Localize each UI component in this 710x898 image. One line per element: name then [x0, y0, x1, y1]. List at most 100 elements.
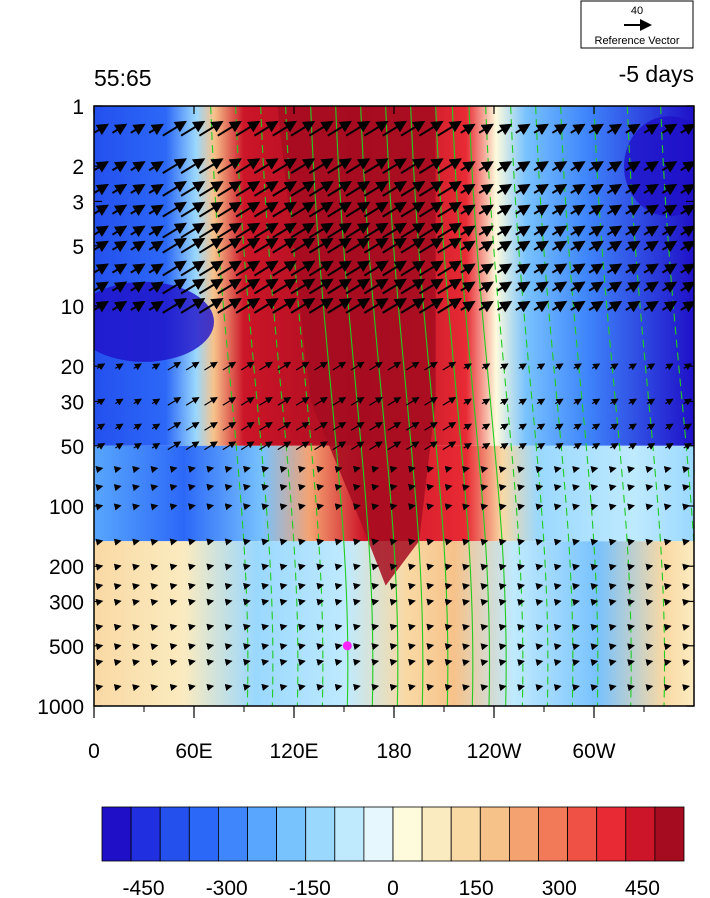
wind-vector [180, 237, 206, 254]
wind-vector [645, 583, 654, 591]
wind-vector [389, 658, 398, 666]
wind-vector [480, 538, 489, 546]
wind-vector [625, 281, 641, 293]
wind-vector [198, 181, 224, 197]
wind-vector [462, 623, 470, 631]
x-tick-label: 60E [175, 740, 212, 763]
wind-vector [327, 158, 352, 174]
wind-vector [627, 538, 635, 546]
wind-vector [426, 683, 435, 691]
wind-vector [148, 263, 164, 275]
wind-vector [382, 158, 407, 174]
wind-vector [570, 281, 586, 293]
wind-vector [253, 278, 279, 295]
wind-vector [646, 423, 656, 431]
wind-vector [661, 240, 678, 253]
wind-vector [389, 465, 398, 473]
wind-vector [327, 237, 352, 254]
wind-vector [353, 503, 361, 511]
wind-vector [314, 421, 328, 431]
wind-vector [327, 120, 352, 137]
wind-vector [272, 120, 297, 137]
wind-vector [167, 361, 182, 371]
wind-vector [298, 483, 306, 491]
wind-vector [272, 158, 297, 174]
wind-vector [222, 361, 237, 371]
wind-vector [553, 659, 562, 667]
wind-vector [130, 263, 146, 275]
wind-vector [400, 181, 426, 197]
wind-vectors [94, 120, 694, 692]
wind-vector [551, 204, 568, 217]
wind-vector [132, 598, 140, 606]
wind-vector [167, 441, 182, 451]
wind-vector [308, 237, 334, 254]
wind-vector [437, 120, 462, 137]
wind-vector [590, 684, 599, 692]
wind-vector [224, 503, 233, 511]
wind-vector [535, 643, 544, 651]
wind-vector [298, 598, 306, 606]
wind-vector [235, 120, 261, 137]
wind-vector [643, 183, 659, 196]
wind-vector [572, 538, 580, 546]
wind-vector [496, 161, 513, 173]
location-marker [342, 641, 352, 651]
wind-vector [645, 598, 654, 606]
wind-vector [625, 204, 641, 217]
wind-vector [515, 183, 531, 196]
wind-vector [408, 598, 416, 606]
wind-vector [418, 260, 444, 277]
wind-vector [235, 181, 261, 197]
wind-vector [518, 423, 527, 431]
wind-vector [661, 300, 678, 313]
wind-vector [279, 683, 288, 691]
wind-vector [132, 503, 140, 511]
wind-vector [130, 123, 146, 136]
wind-vector [535, 484, 544, 492]
wind-vector [408, 563, 416, 571]
wind-vector [517, 684, 525, 692]
wind-vector [261, 563, 270, 571]
wind-vector [588, 263, 604, 275]
wind-vector [424, 361, 438, 371]
wind-vector [222, 441, 237, 451]
wind-vector [224, 465, 233, 473]
wind-vector [405, 441, 420, 451]
wind-vector [551, 183, 568, 196]
wind-vector [480, 623, 489, 631]
wind-vector [535, 563, 544, 571]
wind-vector [130, 161, 146, 173]
wind-vector [661, 183, 678, 196]
y-tick-label: 100 [49, 496, 84, 519]
wind-vector [535, 623, 544, 631]
wind-vector [150, 484, 159, 492]
wind-vector [148, 204, 164, 217]
wind-vector [259, 441, 273, 451]
wind-vector [308, 201, 334, 218]
wind-vector [680, 183, 694, 196]
wind-vector [290, 237, 316, 254]
colorbar-swatch [479, 806, 510, 862]
wind-vector [555, 363, 564, 371]
wind-vector [591, 423, 601, 431]
wind-vector [279, 598, 288, 606]
wind-vector [314, 441, 328, 451]
wind-vector [115, 363, 124, 371]
wind-vector [643, 204, 659, 217]
wind-vector [553, 484, 562, 492]
wind-vector [553, 643, 562, 651]
wind-vector [517, 659, 525, 667]
wind-vector [426, 465, 435, 473]
wind-vector [460, 263, 476, 275]
wind-vector [480, 563, 489, 571]
wind-vector [572, 484, 580, 492]
wind-vector [371, 623, 380, 631]
wind-vector [363, 237, 389, 254]
wind-vector [113, 598, 122, 606]
wind-vector [235, 278, 261, 295]
wind-vector [389, 563, 398, 571]
wind-vector [480, 684, 489, 692]
wind-vector [316, 658, 325, 666]
